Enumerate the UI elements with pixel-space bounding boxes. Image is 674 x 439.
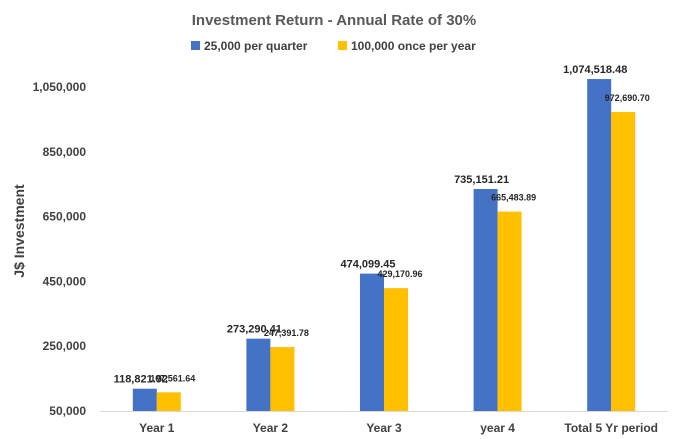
bar-series-1 xyxy=(360,273,384,411)
bar-series-1 xyxy=(246,338,271,411)
y-tick-label: 50,000 xyxy=(49,404,86,418)
data-label-series-1: 273,290.41 xyxy=(227,324,282,336)
legend-swatch-series-1 xyxy=(191,41,200,50)
x-tick-label: Year 1 xyxy=(139,421,175,435)
bar-series-2 xyxy=(156,392,181,411)
data-label-series-1: 1,074,518.48 xyxy=(563,64,627,76)
data-label-series-2: 429,170.96 xyxy=(377,269,422,279)
data-label-series-1: 735,151.21 xyxy=(454,174,509,186)
data-label-series-2: 972,690.70 xyxy=(605,93,650,103)
bar-series-2 xyxy=(270,347,295,411)
x-tick-label: Year 2 xyxy=(253,421,289,435)
y-axis-ticks: 50,000 250,000 450,000 650,000 850,000 1,050,… xyxy=(33,80,87,418)
bar-series-1 xyxy=(587,79,612,411)
bar-series-2 xyxy=(497,211,522,411)
bars xyxy=(132,79,636,411)
data-label-series-1: 118,821.92 xyxy=(114,374,168,386)
y-tick-label: 1,050,000 xyxy=(33,80,87,94)
legend: 25,000 per quarter 100,000 once per year xyxy=(191,39,476,53)
y-tick-label: 450,000 xyxy=(43,274,87,288)
data-label-series-2: 107,561.64 xyxy=(150,373,195,383)
data-label-series-2: 665,483.89 xyxy=(491,193,536,203)
y-tick-label: 850,000 xyxy=(43,145,87,159)
x-axis-labels: Year 1 Year 2 Year 3 year 4 Total 5 Yr perio… xyxy=(139,421,658,435)
x-tick-label: Year 3 xyxy=(366,421,402,435)
legend-label-series-1: 25,000 per quarter xyxy=(204,39,308,53)
x-tick-label: Total 5 Yr period xyxy=(564,421,658,435)
x-tick-label: year 4 xyxy=(480,421,515,435)
bar-series-1 xyxy=(132,388,157,411)
bar-series-2 xyxy=(611,112,636,411)
data-label-series-2: 247,391.78 xyxy=(264,328,309,338)
bar-series-1 xyxy=(473,189,498,411)
legend-swatch-series-2 xyxy=(338,41,347,50)
y-tick-label: 650,000 xyxy=(43,210,87,224)
data-label-series-1: 474,099.45 xyxy=(340,259,395,271)
bar-series-2 xyxy=(384,288,408,411)
chart-title: Investment Return - Annual Rate of 30% xyxy=(192,12,477,29)
y-axis-label: J$ Investment xyxy=(11,184,27,278)
y-tick-label: 250,000 xyxy=(43,339,87,353)
legend-label-series-2: 100,000 once per year xyxy=(351,39,476,53)
